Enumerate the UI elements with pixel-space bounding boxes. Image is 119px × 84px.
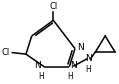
Text: H: H bbox=[38, 72, 44, 81]
Text: N: N bbox=[77, 43, 84, 52]
Text: Cl: Cl bbox=[2, 48, 10, 57]
Text: Cl: Cl bbox=[49, 2, 57, 11]
Text: H: H bbox=[68, 72, 73, 81]
Text: H: H bbox=[85, 65, 91, 74]
Text: N: N bbox=[34, 61, 41, 70]
Text: N: N bbox=[85, 54, 92, 63]
Text: N: N bbox=[70, 61, 77, 70]
